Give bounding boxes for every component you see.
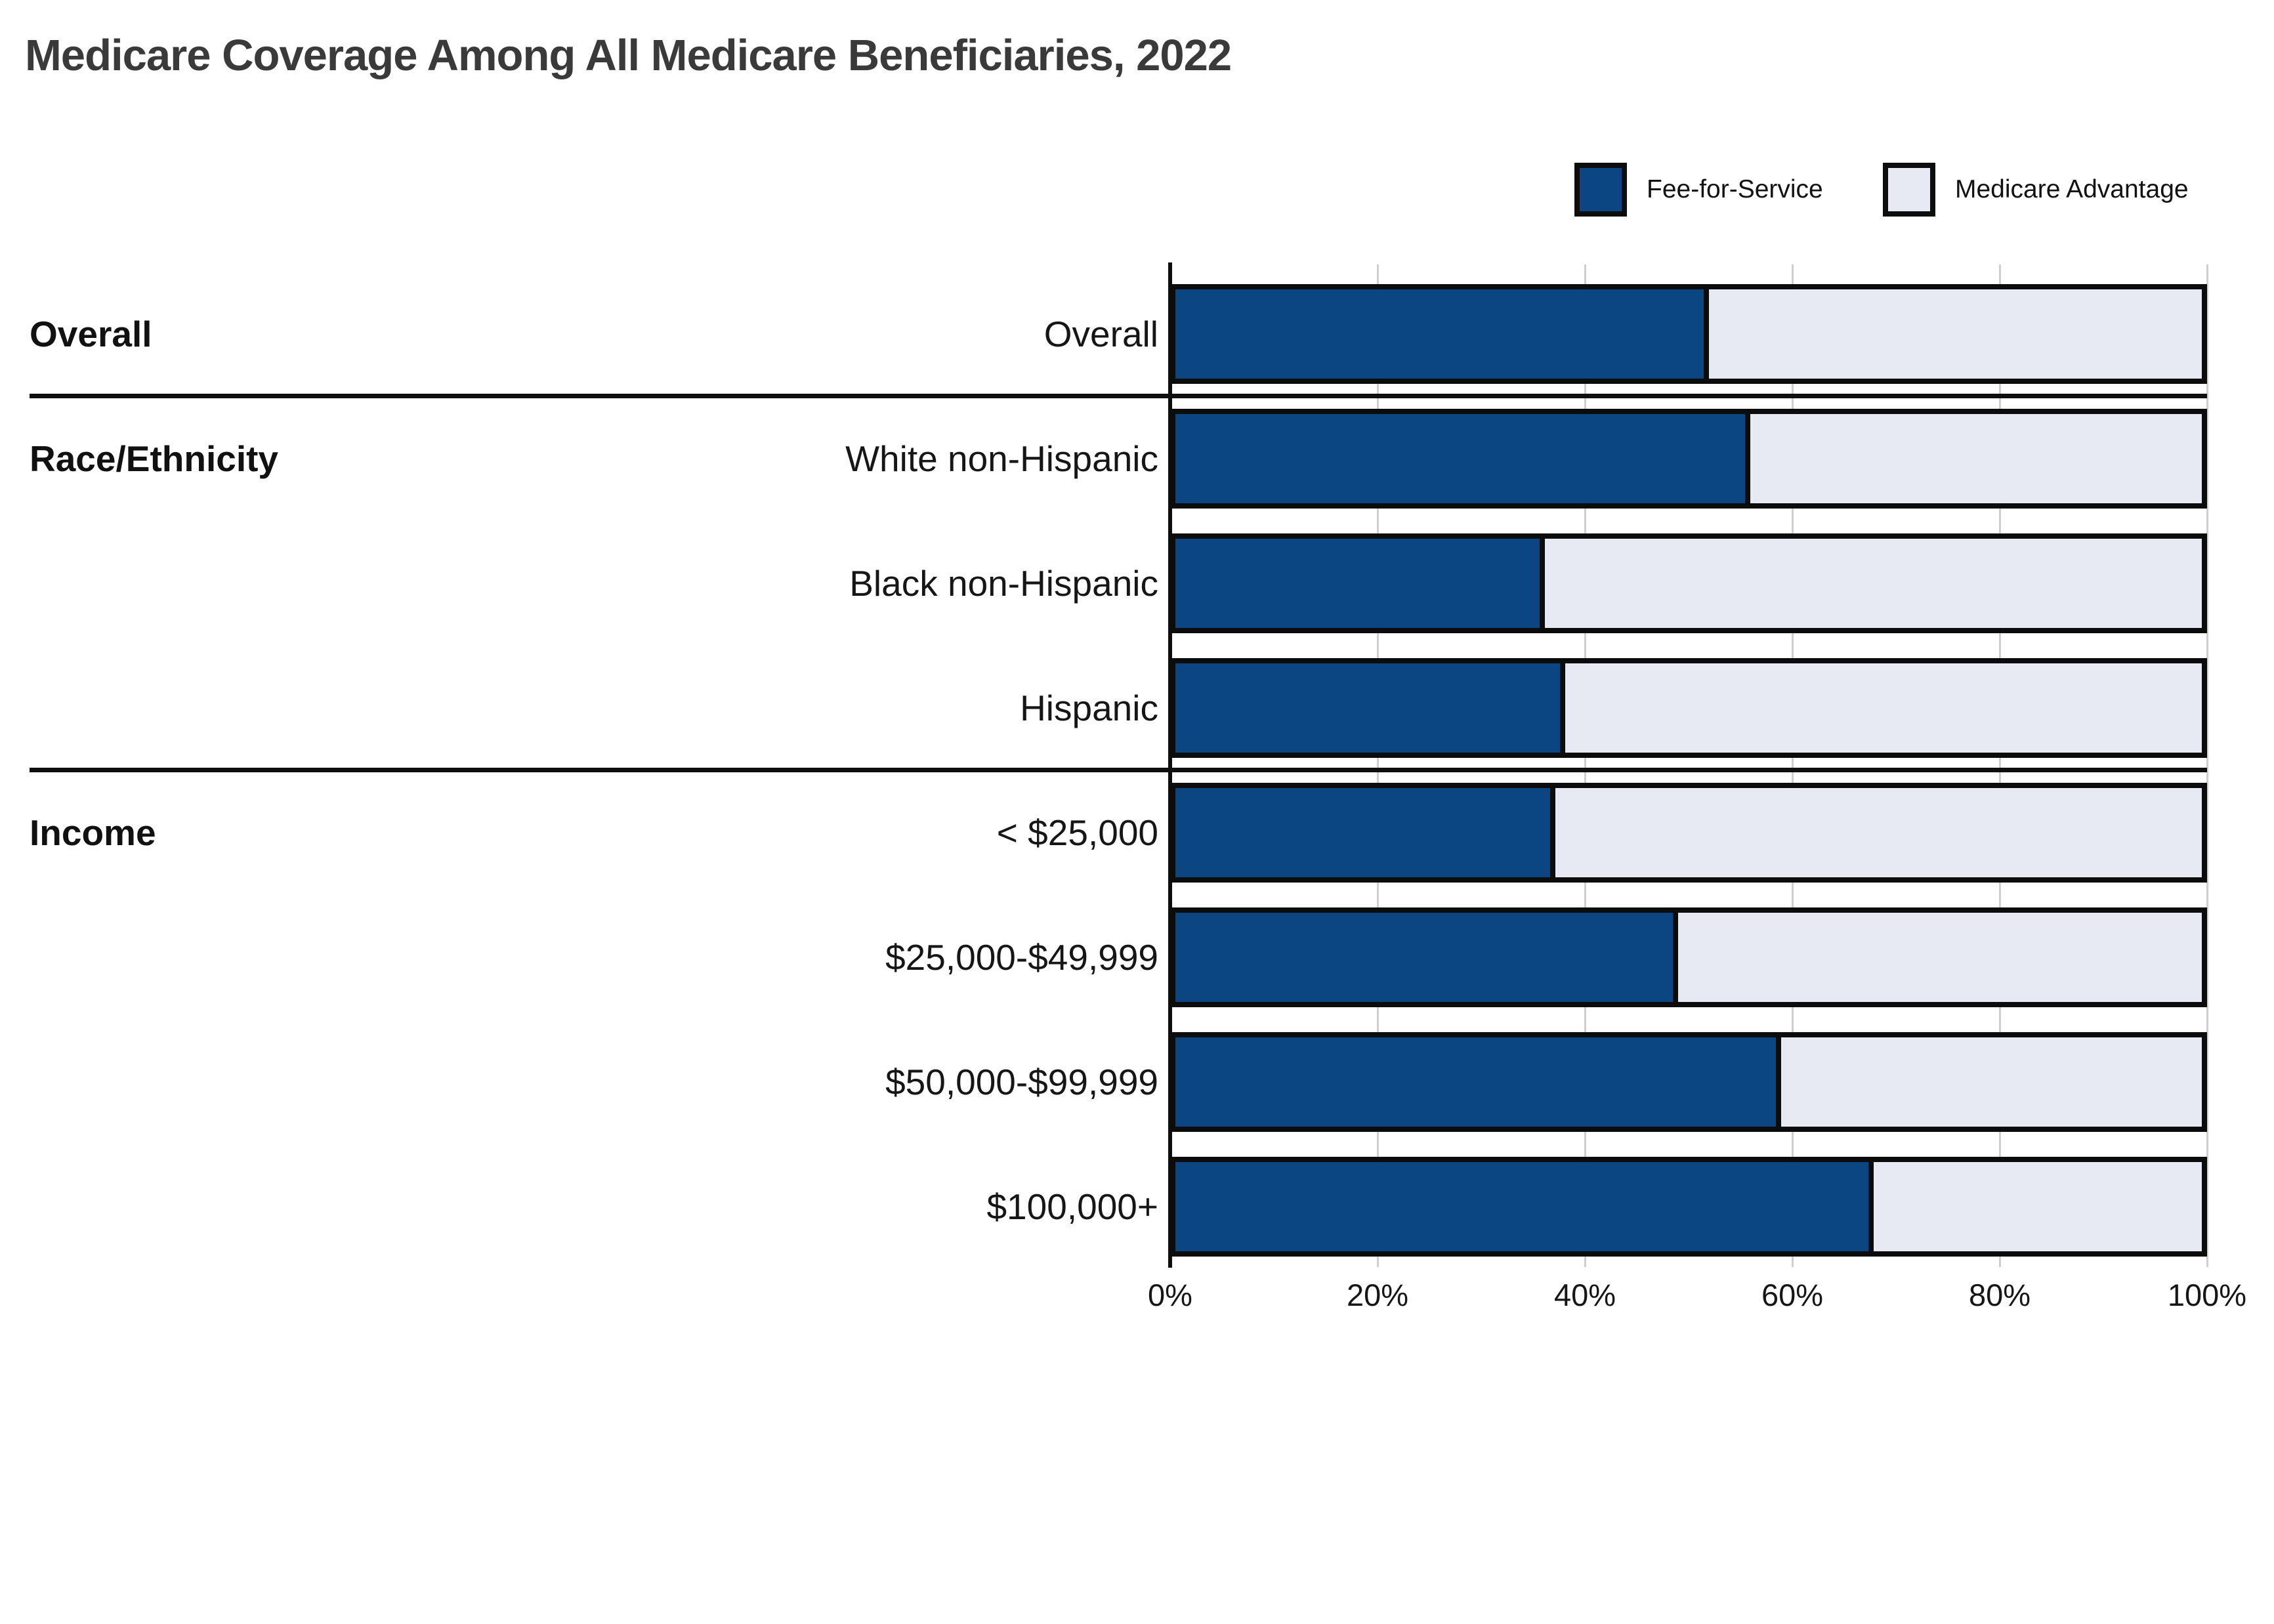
- bar-segment-fee-for-service: [1175, 913, 1679, 1002]
- section-label-overall: Overall: [30, 314, 152, 354]
- x-tick-label-80: 80%: [1968, 1278, 2031, 1312]
- section-label-race-ethnicity: Race/Ethnicity: [30, 438, 279, 479]
- section-divider: [30, 394, 2207, 398]
- row-label: Overall: [1043, 314, 1158, 354]
- stacked-bar-row: [1170, 907, 2207, 1007]
- bar-segment-medicare-advantage: [1873, 1162, 2202, 1251]
- gridline-80: [1999, 264, 2001, 1267]
- gridline-40: [1584, 264, 1586, 1267]
- bar-segment-fee-for-service: [1175, 289, 1710, 379]
- y-axis-line: [1168, 262, 1172, 1268]
- bar-segment-medicare-advantage: [1678, 913, 2202, 1002]
- stacked-bar-row: [1170, 284, 2207, 384]
- bar-segment-medicare-advantage: [1545, 539, 2202, 628]
- legend-label-fee-for-service: Fee-for-Service: [1647, 175, 1823, 203]
- stacked-bar-row: [1170, 658, 2207, 758]
- legend-item-medicare-advantage: Medicare Advantage: [1883, 163, 2189, 217]
- stacked-bar-row: [1170, 1157, 2207, 1257]
- bar-segment-fee-for-service: [1175, 788, 1555, 877]
- chart-title: Medicare Coverage Among All Medicare Ben…: [25, 31, 1232, 80]
- bar-segment-fee-for-service: [1175, 1037, 1781, 1127]
- bar-segment-fee-for-service: [1175, 539, 1546, 628]
- row-label: Black non-Hispanic: [849, 563, 1158, 604]
- stacked-bar-row: [1170, 783, 2207, 883]
- bar-segment-fee-for-service: [1175, 1162, 1874, 1251]
- x-tick-label-0: 0%: [1148, 1278, 1192, 1312]
- section-label-income: Income: [30, 812, 156, 853]
- bar-segment-fee-for-service: [1175, 663, 1566, 753]
- bar-segment-medicare-advantage: [1709, 289, 2202, 379]
- gridline-20: [1377, 264, 1379, 1267]
- bar-segment-medicare-advantage: [1565, 663, 2202, 753]
- bar-segment-fee-for-service: [1175, 414, 1750, 503]
- stacked-bar-row: [1170, 533, 2207, 633]
- fee-for-service-swatch-icon: [1574, 163, 1627, 217]
- x-tick-label-20: 20%: [1346, 1278, 1409, 1312]
- row-label: < $25,000: [996, 812, 1158, 853]
- bar-segment-medicare-advantage: [1555, 788, 2202, 877]
- bar-segment-medicare-advantage: [1780, 1037, 2202, 1127]
- row-label: $50,000-$99,999: [885, 1062, 1158, 1102]
- bar-segment-medicare-advantage: [1750, 414, 2202, 503]
- row-label: White non-Hispanic: [845, 438, 1158, 479]
- gridline-60: [1792, 264, 1794, 1267]
- stacked-bar-row: [1170, 1032, 2207, 1132]
- section-divider: [30, 768, 2207, 772]
- legend-label-medicare-advantage: Medicare Advantage: [1955, 175, 2189, 203]
- medicare-advantage-swatch-icon: [1883, 163, 1935, 217]
- x-tick-label-100: 100%: [2167, 1278, 2247, 1312]
- gridline-100: [2206, 264, 2208, 1267]
- row-label: Hispanic: [1020, 688, 1158, 728]
- row-label: $25,000-$49,999: [885, 937, 1158, 978]
- x-tick-label-60: 60%: [1761, 1278, 1824, 1312]
- row-label: $100,000+: [986, 1186, 1158, 1227]
- stacked-bar-row: [1170, 409, 2207, 509]
- x-tick-label-40: 40%: [1553, 1278, 1616, 1312]
- legend-item-fee-for-service: Fee-for-Service: [1574, 163, 1823, 217]
